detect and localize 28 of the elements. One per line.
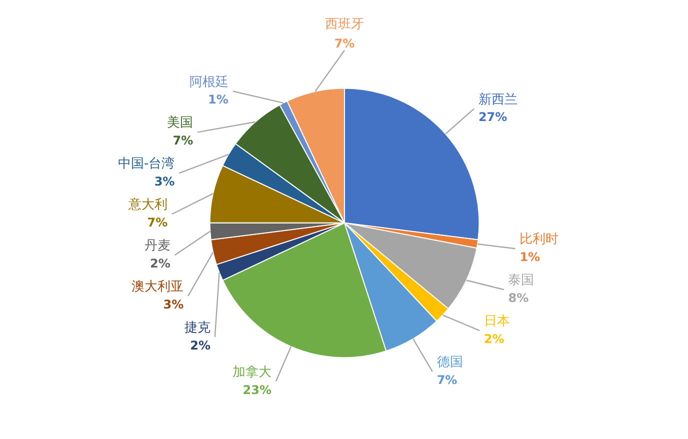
data-label: 7%	[334, 36, 355, 50]
slice-label: 意大利	[128, 198, 168, 213]
data-label: 3%	[154, 174, 175, 189]
data-label: 1%	[520, 250, 540, 264]
slice-label: 比利时	[520, 232, 559, 248]
data-label: 7%	[172, 134, 194, 148]
slice-label: 德国	[436, 355, 463, 370]
data-label: 1%	[208, 92, 228, 107]
data-label: 2%	[484, 332, 504, 346]
slice-label: 新西兰	[478, 92, 518, 108]
slice-label: 澳大利亚	[132, 280, 184, 295]
data-label: 8%	[508, 291, 529, 306]
slice-label: 加拿大	[232, 364, 272, 380]
slice-label: 日本	[484, 314, 510, 330]
data-label: 27%	[478, 110, 508, 124]
slice-label: 中国-台湾	[118, 156, 175, 172]
data-label: 7%	[147, 216, 168, 230]
slice-label: 泰国	[508, 273, 534, 288]
slice-label: 阿根廷	[189, 74, 228, 90]
data-label: 7%	[436, 373, 458, 388]
data-label: 2%	[150, 256, 170, 271]
data-label: 23%	[242, 382, 272, 397]
data-label: 2%	[190, 338, 210, 353]
data-label: 3%	[163, 298, 184, 312]
slice-label: 美国	[167, 114, 194, 131]
slice-label: 西班牙	[325, 16, 364, 32]
slice-label: 捷克	[184, 320, 210, 336]
slice-label: 丹麦	[144, 238, 170, 254]
